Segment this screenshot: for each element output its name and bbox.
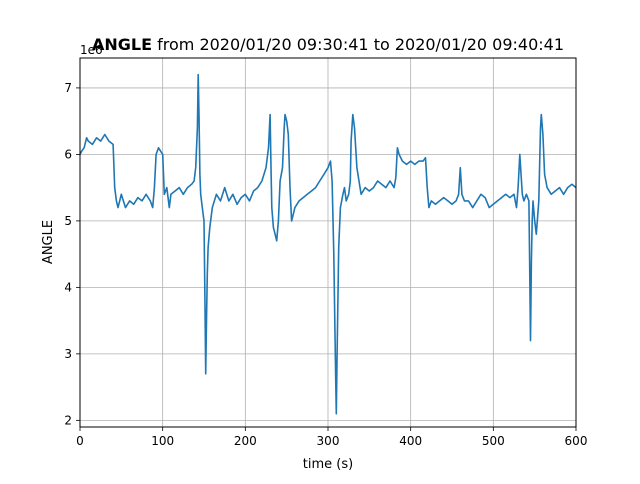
y-tick-label: 3 [64, 347, 72, 361]
y-tick-label: 6 [64, 147, 72, 161]
x-tick-label: 400 [399, 434, 422, 448]
y-tick-label: 5 [64, 214, 72, 228]
x-tick-label: 300 [317, 434, 340, 448]
series-layer [79, 73, 577, 415]
y-axis-label: ANGLE [41, 220, 56, 264]
chart-title-rest: from 2020/01/20 09:30:41 to 2020/01/20 0… [152, 35, 564, 54]
x-tick-label: 0 [76, 434, 84, 448]
x-tick-label: 600 [565, 434, 588, 448]
chart-title-bold: ANGLE [92, 35, 152, 54]
y-tick-label: 4 [64, 280, 72, 294]
x-tick-label: 500 [482, 434, 505, 448]
x-axis-label: time (s) [303, 457, 353, 472]
y-offset-text: 1e6 [80, 43, 103, 57]
chart-title: ANGLE from 2020/01/20 09:30:41 to 2020/0… [92, 35, 564, 54]
series-line-0 [79, 73, 577, 415]
x-tick-label: 200 [234, 434, 257, 448]
x-tick-label: 100 [151, 434, 174, 448]
y-tick-label: 7 [64, 81, 72, 95]
y-tick-label: 2 [64, 413, 72, 427]
tick-layer: 0 100 200 300 400 500 600 2 3 4 5 6 7 [64, 81, 587, 448]
